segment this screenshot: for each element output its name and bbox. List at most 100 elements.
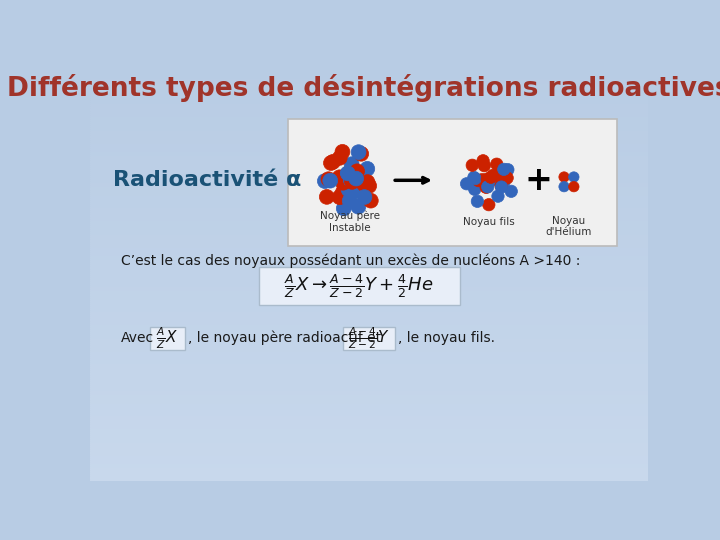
Bar	[90, 163, 648, 165]
Circle shape	[472, 174, 485, 187]
Bar	[90, 229, 648, 231]
Bar	[90, 150, 648, 152]
Circle shape	[485, 173, 498, 186]
Bar	[90, 443, 648, 446]
Bar	[90, 292, 648, 294]
Bar	[90, 204, 648, 206]
Bar	[90, 268, 648, 271]
FancyBboxPatch shape	[287, 119, 617, 246]
Bar	[90, 447, 648, 449]
Bar	[90, 248, 648, 250]
Circle shape	[354, 146, 369, 161]
Circle shape	[351, 145, 366, 159]
Bar	[90, 333, 648, 335]
Circle shape	[336, 176, 351, 190]
Bar	[90, 208, 648, 211]
Circle shape	[346, 175, 361, 190]
Bar	[90, 476, 648, 478]
Bar	[90, 141, 648, 144]
Bar	[90, 241, 648, 244]
Text: , le noyau père radioactif et: , le noyau père radioactif et	[188, 331, 381, 346]
Circle shape	[345, 174, 359, 190]
FancyBboxPatch shape	[343, 327, 395, 350]
Bar	[90, 111, 648, 113]
Bar	[90, 406, 648, 408]
Circle shape	[364, 193, 378, 208]
Bar	[90, 362, 648, 364]
Circle shape	[559, 181, 570, 192]
Bar	[90, 238, 648, 239]
Circle shape	[344, 157, 359, 172]
Text: Noyau
d'Hélium: Noyau d'Hélium	[546, 215, 592, 237]
Bar	[90, 304, 648, 306]
Bar	[90, 217, 648, 219]
Bar	[90, 446, 648, 447]
Circle shape	[466, 159, 479, 171]
Circle shape	[341, 166, 355, 181]
Bar	[90, 250, 648, 252]
Bar	[90, 194, 648, 196]
Circle shape	[484, 175, 496, 187]
Bar	[90, 325, 648, 327]
Circle shape	[335, 144, 350, 159]
Bar	[90, 456, 648, 458]
Bar	[90, 418, 648, 420]
Circle shape	[505, 185, 518, 198]
Circle shape	[477, 154, 490, 167]
Bar	[90, 212, 648, 214]
Bar	[90, 346, 648, 348]
Bar	[90, 437, 648, 439]
Bar	[90, 412, 648, 414]
Circle shape	[569, 172, 579, 182]
Circle shape	[481, 173, 493, 185]
Bar	[90, 439, 648, 441]
Bar	[90, 366, 648, 368]
Bar	[90, 202, 648, 204]
Bar	[90, 464, 648, 466]
Bar	[90, 435, 648, 437]
Bar	[90, 266, 648, 268]
Bar	[90, 140, 648, 141]
Circle shape	[490, 158, 503, 170]
Bar	[90, 133, 648, 136]
Bar	[90, 273, 648, 275]
Bar	[90, 397, 648, 400]
Text: Noyau père
Instable: Noyau père Instable	[320, 211, 379, 233]
Bar	[90, 144, 648, 146]
Bar	[90, 341, 648, 343]
Bar	[90, 429, 648, 431]
Bar	[90, 389, 648, 391]
Bar	[90, 335, 648, 337]
Bar	[90, 181, 648, 183]
Bar	[90, 104, 648, 106]
Circle shape	[332, 190, 347, 205]
Bar	[90, 100, 648, 102]
Bar	[90, 219, 648, 221]
Text: , le noyau fils.: , le noyau fils.	[398, 331, 495, 345]
Bar	[90, 449, 648, 451]
Bar	[90, 283, 648, 285]
Circle shape	[569, 181, 579, 192]
Bar	[90, 87, 648, 90]
Bar	[90, 96, 648, 98]
Bar	[90, 75, 648, 77]
Bar	[90, 117, 648, 119]
Circle shape	[320, 190, 334, 204]
Bar	[90, 214, 648, 217]
Bar	[90, 225, 648, 227]
Bar	[90, 424, 648, 427]
Bar	[90, 196, 648, 198]
Bar	[90, 370, 648, 373]
Circle shape	[501, 172, 513, 184]
Circle shape	[460, 178, 473, 190]
Bar	[90, 349, 648, 352]
Circle shape	[502, 164, 514, 176]
Circle shape	[478, 159, 490, 172]
Text: Radioactivité α: Radioactivité α	[113, 170, 302, 190]
Bar	[90, 69, 648, 71]
Bar	[90, 102, 648, 104]
Circle shape	[323, 173, 338, 188]
Circle shape	[356, 177, 372, 192]
Bar	[90, 260, 648, 262]
Bar	[90, 478, 648, 481]
